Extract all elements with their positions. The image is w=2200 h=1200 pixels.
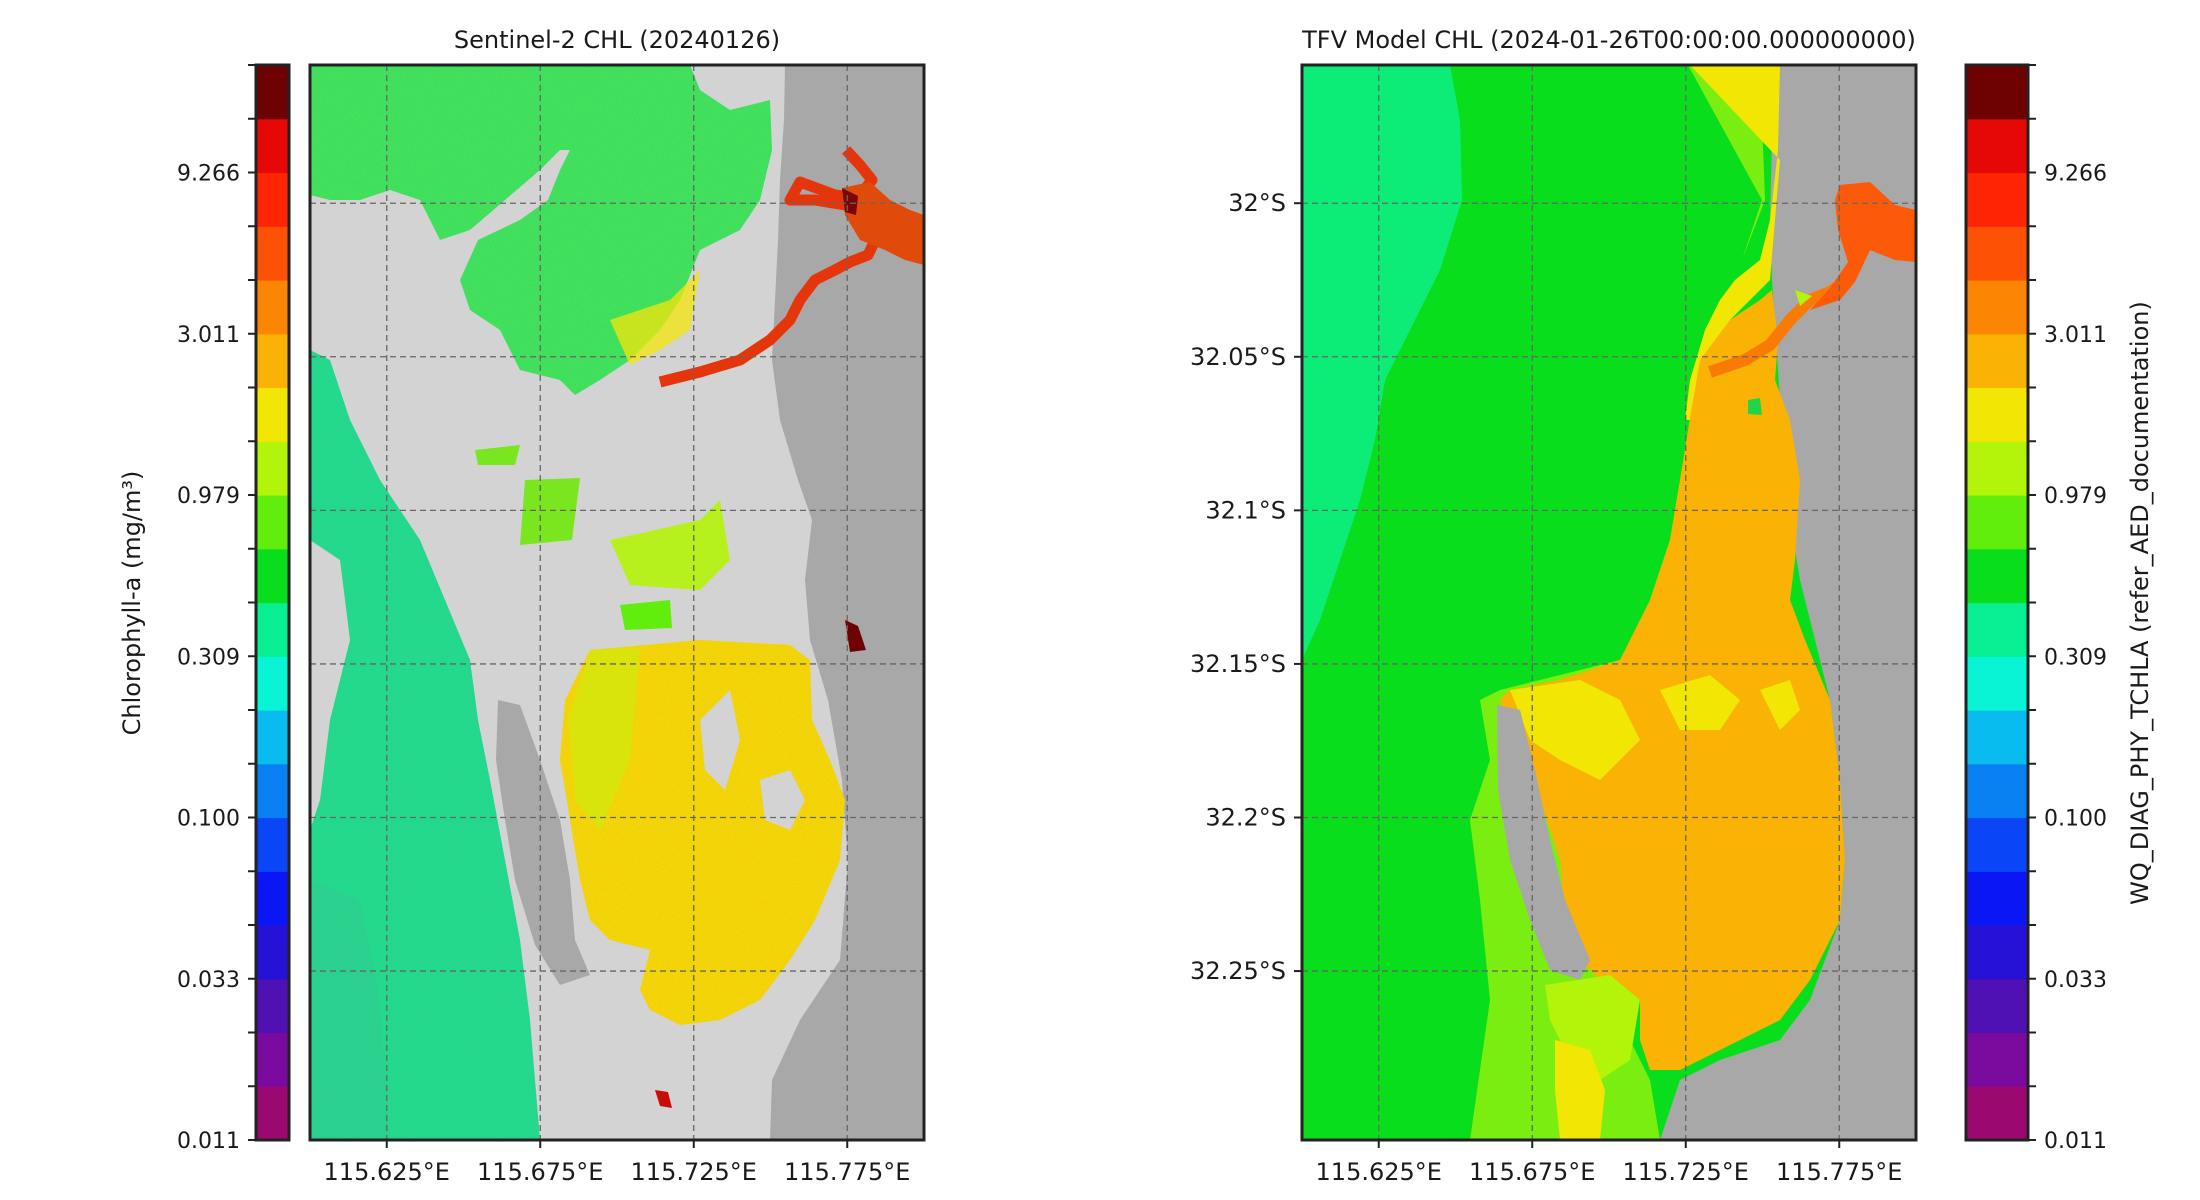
right-chart-title: TFV Model CHL (2024-01-26T00:00:00.00000…: [1301, 26, 1916, 54]
right-map-panel: TFV Model CHL (2024-01-26T00:00:00.00000…: [1190, 26, 1918, 1186]
x-tick-label: 115.625°E: [324, 1158, 450, 1186]
colorbar-swatch: [1966, 118, 2028, 174]
colorbar-tick-label: 3.011: [2044, 323, 2107, 348]
x-tick-label: 115.725°E: [1623, 1158, 1749, 1186]
right-colorbar-ticks: 9.266 3.011 0.979 0.309 0.100 0.033 0.011: [2028, 64, 2107, 1154]
colorbar-tick-label: 0.979: [177, 484, 240, 509]
colorbar-swatch: [1966, 172, 2028, 227]
y-tick-label: 32°S: [1228, 189, 1286, 217]
colorbar-swatch: [1966, 387, 2028, 442]
left-gridlines: [310, 65, 924, 1140]
right-offshore-band: [1302, 65, 1462, 660]
colorbar-swatch: [256, 1032, 289, 1087]
colorbar-swatch: [256, 441, 289, 496]
colorbar-swatch: [1966, 925, 2028, 980]
colorbar-tick-label: 0.100: [2044, 807, 2107, 832]
colorbar-swatch: [1966, 978, 2028, 1034]
colorbar-swatch: [1966, 602, 2028, 657]
left-island: [496, 700, 590, 985]
x-tick-label: 115.625°E: [1316, 1158, 1442, 1186]
colorbar-tick-label: 0.100: [177, 807, 240, 832]
colorbar-swatch: [256, 118, 289, 174]
y-tick-label: 32.2°S: [1205, 804, 1286, 832]
colorbar-swatch: [256, 333, 289, 389]
colorbar-swatch: [256, 871, 289, 926]
colorbar-swatch: [256, 280, 289, 335]
left-land-area: [770, 65, 924, 1140]
left-colorbar-ticks: 9.266 3.011 0.979 0.309 0.100 0.033 0.011: [177, 64, 256, 1154]
right-colorbar-label: WQ_DIAG_PHY_TCHLA (refer_AED_documentati…: [2126, 301, 2154, 905]
colorbar-swatch: [256, 817, 289, 872]
colorbar-tick-label: 0.011: [2044, 1129, 2107, 1154]
x-tick-label: 115.725°E: [631, 1158, 757, 1186]
colorbar-tick-label: 0.011: [177, 1129, 240, 1154]
colorbar-swatch: [1966, 495, 2028, 550]
colorbar-tick-label: 0.309: [2044, 645, 2107, 670]
colorbar-swatch: [1966, 226, 2028, 281]
right-gridlines: [1302, 65, 1916, 1140]
colorbar-tick-label: 9.266: [2044, 162, 2107, 187]
colorbar-swatch: [256, 226, 289, 281]
colorbar-swatch: [1966, 763, 2028, 819]
y-tick-label: 32.15°S: [1190, 650, 1286, 678]
colorbar-swatch: [1966, 1032, 2028, 1087]
left-colorbar-label: Chlorophyll-a (mg/m³): [118, 471, 146, 736]
colorbar-swatch: [256, 602, 289, 657]
left-chart-title: Sentinel-2 CHL (20240126): [454, 26, 780, 54]
colorbar-swatch: [256, 1086, 289, 1141]
colorbar-swatch: [256, 387, 289, 442]
colorbar-swatch: [256, 978, 289, 1034]
left-colorbar: 9.266 3.011 0.979 0.309 0.100 0.033 0.011 Chlo…: [118, 63, 291, 1154]
colorbar-swatch: [1966, 871, 2028, 926]
x-tick-label: 115.775°E: [1776, 1158, 1902, 1186]
colorbar-tick-label: 0.033: [2044, 968, 2107, 993]
colorbar-swatch: [256, 925, 289, 980]
right-colorbar-swatches: [1966, 65, 2028, 1141]
right-orange-basin: [1500, 290, 1845, 1070]
colorbar-tick-label: 3.011: [177, 323, 240, 348]
left-map-image: [310, 65, 924, 1140]
left-map-panel: Sentinel-2 CHL (20240126): [308, 26, 926, 1186]
right-land-area: [1660, 65, 1916, 1140]
right-map-frame: [1300, 63, 1918, 1142]
colorbar-swatch: [1966, 280, 2028, 335]
colorbar-swatch: [1966, 441, 2028, 496]
colorbar-swatch: [256, 495, 289, 550]
y-tick-label: 32.05°S: [1190, 343, 1286, 371]
colorbar-swatch: [256, 763, 289, 819]
right-y-axis: 32°S 32.05°S 32.1°S 32.15°S 32.2°S 32.25°S: [1190, 189, 1302, 985]
colorbar-swatch: [1966, 710, 2028, 765]
y-tick-label: 32.1°S: [1205, 496, 1286, 524]
colorbar-tick-label: 0.033: [177, 968, 240, 993]
colorbar-swatch: [256, 656, 289, 711]
colorbar-swatch: [1966, 1086, 2028, 1141]
colorbar-swatch: [1966, 548, 2028, 604]
x-tick-label: 115.775°E: [784, 1158, 910, 1186]
x-tick-label: 115.675°E: [477, 1158, 603, 1186]
colorbar-swatch: [1966, 333, 2028, 389]
colorbar-tick-label: 9.266: [177, 162, 240, 187]
left-x-axis: 115.625°E 115.675°E 115.725°E 115.775°E: [324, 1140, 910, 1186]
right-x-axis: 115.625°E 115.675°E 115.725°E 115.775°E: [1316, 1140, 1902, 1186]
left-colorbar-swatches: [256, 65, 289, 1141]
colorbar-tick-label: 0.979: [2044, 484, 2107, 509]
colorbar-swatch: [1966, 817, 2028, 872]
colorbar-swatch: [256, 65, 289, 120]
colorbar-swatch: [256, 710, 289, 765]
y-tick-label: 32.25°S: [1190, 957, 1286, 985]
x-tick-label: 115.675°E: [1469, 1158, 1595, 1186]
colorbar-swatch: [256, 172, 289, 227]
colorbar-tick-label: 0.309: [177, 645, 240, 670]
colorbar-swatch: [1966, 65, 2028, 120]
colorbar-swatch: [256, 548, 289, 604]
right-colorbar: 9.266 3.011 0.979 0.309 0.100 0.033 0.011 WQ_D…: [1964, 63, 2154, 1154]
colorbar-swatch: [1966, 656, 2028, 711]
right-map-image: [1302, 65, 1916, 1140]
left-map-frame: [308, 63, 926, 1142]
